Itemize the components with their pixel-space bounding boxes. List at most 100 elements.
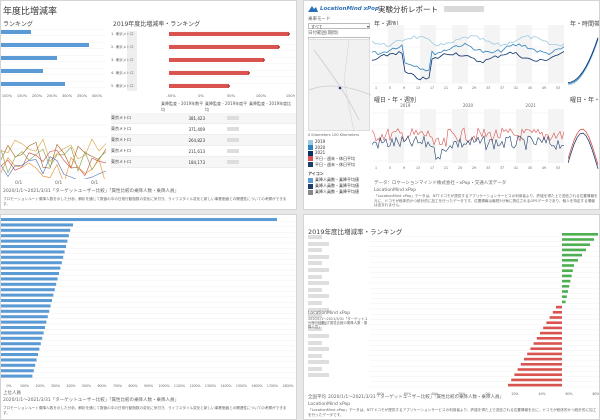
legend-item: 2020 [308, 145, 355, 150]
bar [1, 304, 51, 308]
bar [562, 269, 573, 272]
bar [1, 250, 65, 254]
map-view[interactable] [308, 39, 372, 133]
axis-tick-label: 29 [472, 166, 476, 170]
axis-tick-label: 37 [500, 166, 504, 170]
axis-tick-label: 150% [286, 94, 295, 98]
axis-tick-label: 1000% [158, 384, 169, 388]
bar [562, 264, 574, 267]
bar-marker [263, 59, 265, 61]
axis-tick-label: 400% [92, 94, 103, 98]
legend-item: 平日・週末・休日平均 [308, 156, 355, 162]
bar [543, 326, 562, 330]
axis-tick-label: 0% [6, 384, 11, 388]
bar [1, 261, 62, 265]
filter-select-mode[interactable]: すべて ▾ [308, 23, 370, 29]
row-label: 2. 東京メトロ [111, 44, 134, 49]
bar [1, 363, 36, 367]
bar [1, 239, 68, 243]
blurred-value [227, 116, 239, 120]
bar [169, 58, 264, 62]
filter-label: 乗車モード [308, 17, 331, 22]
bar [552, 311, 562, 314]
blurred-label [308, 314, 322, 319]
bar [1, 245, 66, 248]
table-row: 東京メトロ 184,173 [111, 157, 296, 168]
bar [1, 272, 59, 275]
bar [1, 255, 64, 259]
panel-footnote: プロモーションルート乗降人数を示した分析。解析を通じて数値の中の日常行動指数の変… [3, 197, 287, 206]
panel-footnote: 「LocationMind xPop」データは、NTTドコモが提供するアプリケー… [308, 408, 597, 417]
band [484, 109, 500, 163]
band [548, 25, 564, 83]
bar [1, 320, 47, 324]
bar [540, 331, 562, 335]
table-header-3: 乗降監査 - 2019年度比 [249, 101, 292, 106]
bar-marker [278, 46, 280, 48]
series-line [372, 51, 564, 81]
bar [562, 300, 566, 304]
bar [546, 321, 562, 324]
logo-text: LocationMind xPop [320, 6, 379, 12]
blurred-label [308, 373, 329, 378]
report-title: 実験分析レポート [378, 5, 438, 14]
dashboard-panel-bars: 0% 100% 200% 300% 400% 500% 600% 700% 800% 900% 10… [0, 214, 297, 420]
bar-marker [288, 33, 290, 35]
trend-line-chart [1, 124, 107, 179]
bar [562, 290, 568, 293]
series-line [372, 42, 564, 72]
axis-tick-label: 800% [128, 384, 137, 388]
table-cell-value: 211,613 [188, 148, 205, 154]
axis-tick-label: -50% [166, 94, 176, 98]
metric-table: 乗降監査 - 2019年数平均 乗降監査 - 2019年度平均 乗降監査 - 2… [111, 101, 296, 168]
bar [1, 69, 43, 73]
row-label: 4. 東京メトロ [111, 70, 134, 75]
legend-item: 乗降人員数・乗降平均値 [308, 189, 359, 195]
panel-footnote: プロモーションルート乗降人数を示した分析。解析を通じて数値の中の日常行動指数の変… [3, 406, 287, 415]
bar [1, 293, 54, 297]
legend-item: 乗降人員数・乗降平均値 [308, 177, 359, 183]
table-cell-value: 371,409 [188, 126, 205, 132]
legend-item: 平日・週末・休日平均 [308, 162, 355, 168]
footnote-title: LocationMind xPop [374, 188, 417, 193]
axis-tick-label: 17 [430, 166, 434, 170]
legend-item: 2021 [308, 150, 355, 156]
blurred-label [308, 360, 329, 365]
dashboard-panel-ranking: 年度比増減率 ランキング 2019年度比増減率・ランキング 100% 150% 20… [0, 0, 297, 210]
series-line [1, 138, 107, 163]
table-header-1: 乗降監査 - 2019年数平均 [161, 101, 204, 112]
year-axis: 2019 2020 2021 [374, 103, 562, 108]
bar [524, 357, 562, 361]
blurred-labels [127, 31, 137, 91]
blurred-label [308, 307, 329, 312]
right-diverging-chart: 1. 東京メトロ 2. 東京メトロ 3. 東京メトロ 4. 東京メトロ 5. 東京メトロ… [111, 31, 295, 98]
blurred-label [308, 281, 329, 286]
axis-tick-label: 53 [556, 86, 560, 90]
series-line [1, 156, 105, 179]
bar [562, 243, 590, 246]
bar [1, 299, 52, 302]
chart-title: 年・時間帯別 [570, 21, 600, 28]
axis-tick-label: 1 [375, 166, 377, 170]
axis-tick-label: 9 [403, 166, 405, 170]
bar [169, 84, 229, 88]
axis-tick-label: 45 [528, 166, 532, 170]
bar [1, 223, 73, 227]
blurred-label [308, 294, 329, 299]
bar [520, 363, 562, 366]
blurred-label [308, 320, 329, 325]
blurred-label [308, 241, 329, 246]
band [452, 109, 468, 163]
year-tick: 2019 [400, 103, 411, 108]
bar [1, 282, 57, 286]
axis-tick-label: 29 [472, 86, 476, 90]
series-line [568, 37, 599, 83]
table-row: 東京メトロ 264,823 [111, 135, 296, 146]
axis-tick-label: 13 [416, 166, 420, 170]
bar [562, 259, 578, 262]
axis-tick-label: 500% [82, 384, 91, 388]
bar [1, 374, 33, 378]
axis-tick-label: 33 [486, 166, 490, 170]
bar [169, 32, 289, 36]
bar [1, 326, 45, 329]
